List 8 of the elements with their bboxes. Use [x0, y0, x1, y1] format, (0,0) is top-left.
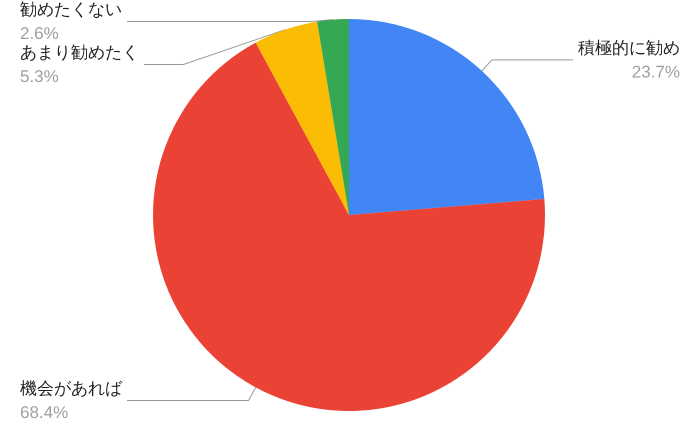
- slice-label: あまり勧めたく: [20, 43, 139, 62]
- data-label: 5.3%: [20, 67, 59, 86]
- slice-label: 機会があれば: [20, 379, 123, 398]
- slice-label: 積極的に勧め: [578, 38, 680, 58]
- data-label: 2.6%: [20, 24, 59, 43]
- data-label: 68.4%: [20, 403, 68, 422]
- slice-label: 勧めたくない: [20, 0, 122, 19]
- data-label: 23.7%: [632, 62, 680, 82]
